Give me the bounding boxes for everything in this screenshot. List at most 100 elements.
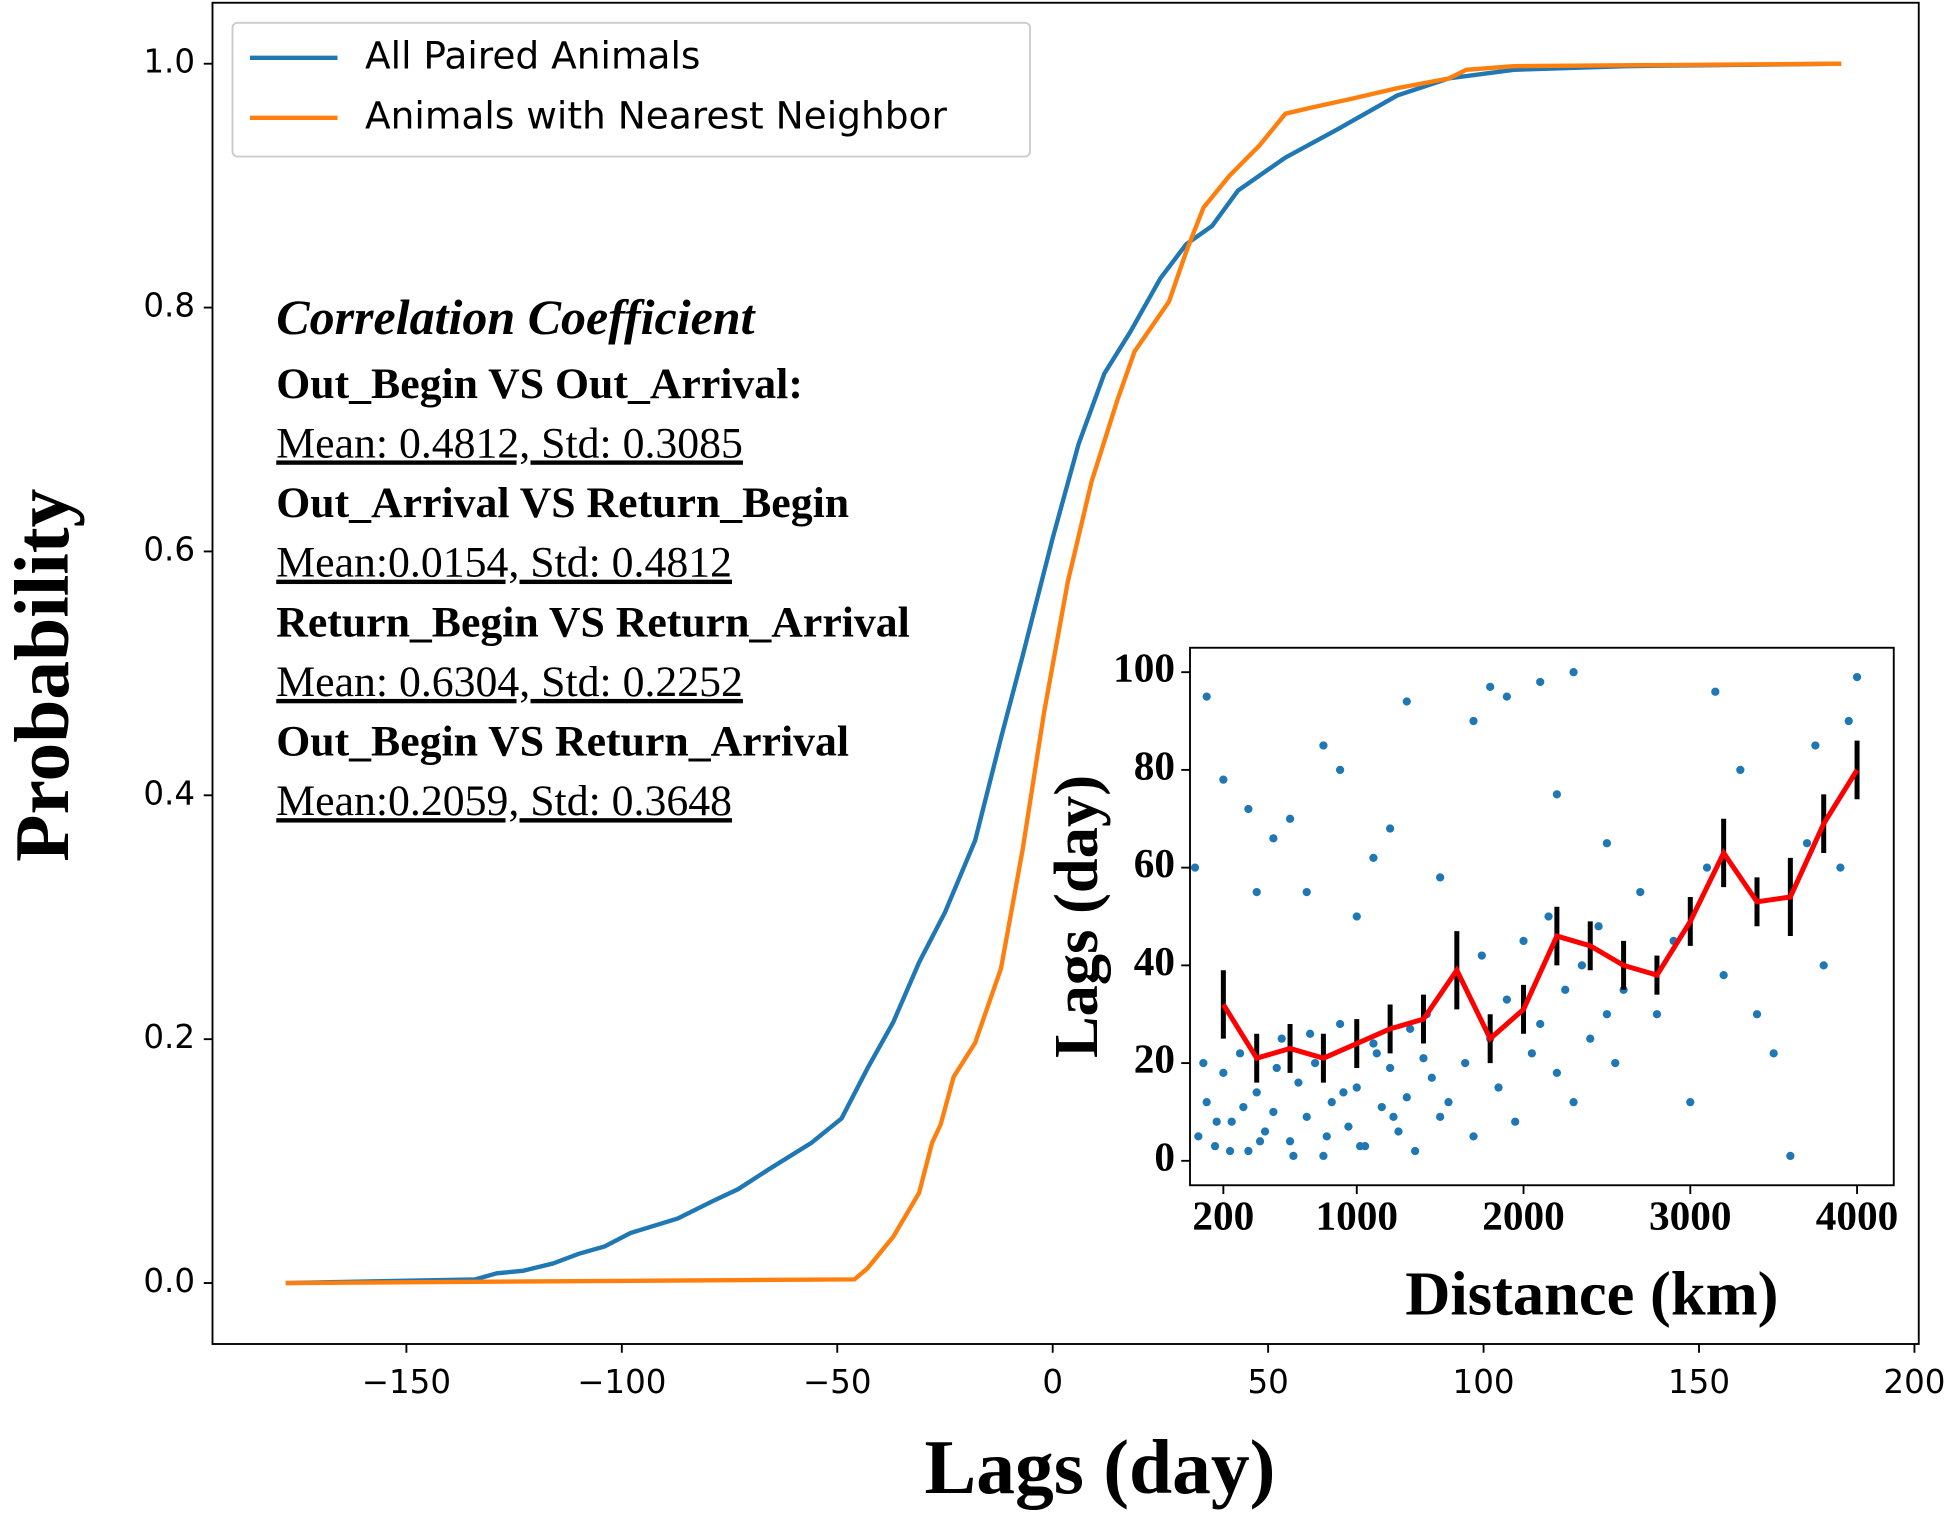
scatter-point <box>1461 1058 1470 1068</box>
x-tick-label: 0 <box>1042 1363 1063 1401</box>
annotation-line: Mean: 0.4812, Std: 0.3085 <box>276 419 743 467</box>
scatter-point <box>1819 961 1828 970</box>
x-tick-label: 2000 <box>1482 1193 1565 1239</box>
scatter-point <box>1327 1098 1336 1107</box>
scatter-point <box>1436 1112 1445 1121</box>
scatter-point <box>1577 961 1587 970</box>
scatter-point <box>1335 1019 1345 1029</box>
scatter-point <box>1210 1142 1220 1151</box>
scatter-point <box>1411 1146 1420 1156</box>
scatter-point <box>1269 1107 1278 1117</box>
scatter-point <box>1536 677 1545 687</box>
scatter-point <box>1219 1068 1228 1077</box>
scatter-point <box>1385 824 1395 833</box>
y-axis-label: Probability <box>0 489 85 862</box>
annotation-title: Correlation Coefficient <box>276 289 756 345</box>
scatter-point <box>1527 1049 1536 1058</box>
y-tick-label: 100 <box>1113 645 1175 691</box>
scatter-point <box>1394 1127 1403 1136</box>
scatter-point <box>1486 682 1495 691</box>
scatter-point <box>1552 1068 1562 1077</box>
scatter-point <box>1252 1088 1261 1097</box>
scatter-point <box>1844 716 1853 726</box>
scatter-point <box>1769 1049 1778 1058</box>
scatter-point <box>1402 697 1411 706</box>
x-tick-label: −50 <box>803 1363 872 1401</box>
scatter-point <box>1686 1098 1695 1107</box>
annotation-line: Mean: 0.6304, Std: 0.2252 <box>276 658 743 706</box>
scatter-point <box>1285 814 1295 823</box>
scatter-point <box>1536 1019 1545 1029</box>
scatter-point <box>1561 985 1570 994</box>
y-tick-label: 80 <box>1134 742 1175 788</box>
annotation-line: Out_Begin VS Out_Arrival: <box>276 360 803 408</box>
x-tick-label: 150 <box>1668 1363 1730 1401</box>
scatter-point <box>1569 1098 1578 1107</box>
scatter-point <box>1377 1102 1386 1112</box>
scatter-point <box>1469 1132 1478 1141</box>
scatter-point <box>1369 1039 1378 1048</box>
scatter-point <box>1611 1058 1620 1068</box>
scatter-point <box>1385 1063 1395 1073</box>
mean-line <box>1221 768 1860 1062</box>
scatter-point <box>1502 995 1511 1004</box>
scatter-point <box>1469 716 1478 726</box>
annotation-line: Mean:0.0154, Std: 0.4812 <box>276 539 732 587</box>
scatter-point <box>1552 790 1562 799</box>
scatter-point <box>1702 863 1712 872</box>
scatter-point <box>1594 922 1603 931</box>
scatter-point <box>1227 1117 1236 1126</box>
y-tick-label: 0 <box>1154 1133 1175 1179</box>
scatter-point <box>1255 1137 1265 1146</box>
scatter-point <box>1511 1117 1520 1126</box>
scatter-point <box>1402 1093 1411 1102</box>
data-line <box>285 61 1842 1286</box>
x-tick-label: 100 <box>1453 1363 1515 1401</box>
x-tick-label: 4000 <box>1816 1193 1899 1239</box>
scatter-point <box>1852 672 1862 682</box>
annotation-line: Return_Begin VS Return_Arrival <box>276 598 910 646</box>
scatter-point <box>1310 1058 1320 1068</box>
legend-label: All Paired Animals <box>365 33 700 77</box>
scatter-point <box>1736 765 1745 775</box>
annotation-line: Mean:0.2059, Std: 0.3648 <box>276 777 732 825</box>
scatter-point <box>1636 887 1645 897</box>
scatter-point <box>1444 1098 1453 1107</box>
scatter-point <box>1244 804 1253 814</box>
x-tick-label: 50 <box>1247 1363 1288 1401</box>
scatter-point <box>1244 1146 1253 1156</box>
scatter-point <box>1225 1146 1235 1156</box>
scatter-point <box>1802 839 1812 848</box>
scatter-point <box>1836 863 1845 872</box>
annotation-line: Out_Begin VS Return_Arrival <box>276 718 849 766</box>
scatter-point <box>1285 1137 1295 1146</box>
inset-background <box>1189 646 1895 1187</box>
legend-label: Animals with Nearest Neighbor <box>365 93 947 137</box>
scatter-point <box>1602 839 1612 848</box>
scatter-point <box>1355 1142 1365 1151</box>
legend-box <box>231 21 1031 158</box>
y-tick-label: 0.0 <box>143 1262 195 1300</box>
scatter-point <box>1427 1073 1436 1082</box>
scatter-point <box>1369 853 1378 862</box>
scatter-point <box>1372 1049 1381 1058</box>
scatter-point <box>1305 1029 1315 1038</box>
scatter-point <box>1277 1034 1286 1043</box>
scatter-point <box>1602 1010 1612 1019</box>
scatter-point <box>1786 1151 1795 1161</box>
scatter-point <box>1202 1098 1211 1107</box>
y-tick-label: 1.0 <box>143 43 195 81</box>
scatter-point <box>1194 1132 1203 1141</box>
scatter-point <box>1586 1034 1595 1043</box>
data-line <box>285 61 1842 1286</box>
scatter-point <box>1419 1054 1428 1063</box>
scatter-point <box>1272 1063 1281 1073</box>
scatter-point <box>1344 1122 1353 1131</box>
scatter-point <box>1199 1058 1208 1068</box>
scatter-point <box>1202 692 1211 701</box>
scatter-point <box>1252 887 1261 897</box>
scatter-point <box>1352 912 1361 921</box>
annotation-line: Out_Arrival VS Return_Begin <box>276 479 849 527</box>
scatter-point <box>1811 741 1820 750</box>
